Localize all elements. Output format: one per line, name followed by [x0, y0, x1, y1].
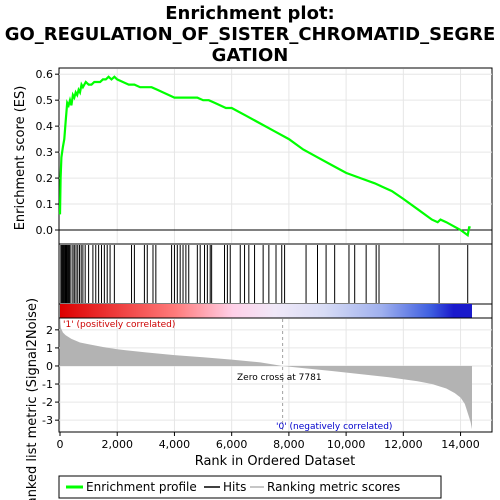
metric-y-tick-label: -1 [42, 378, 53, 391]
legend-label-enrichment: Enrichment profile [86, 480, 197, 494]
metric-y-axis-label: Ranked list metric (Signal2Noise) [25, 298, 40, 500]
metric-panel: -3 -2 -1 0 1 2 0 2,000 4,000 6,000 8,000 10,000 12,… [42, 318, 492, 451]
es-y-tick-label: 0.2 [36, 172, 54, 185]
metric-x-tick-label: 2,000 [101, 438, 133, 451]
legend-label-ranking: Ranking metric scores [267, 480, 400, 494]
metric-x-tick-label: 14,000 [441, 438, 480, 451]
es-y-axis-label: Enrichment score (ES) [13, 86, 28, 231]
metric-x-tick-label: 4,000 [159, 438, 191, 451]
rank-colorbar [59, 304, 492, 318]
colorbar-fill [60, 304, 472, 318]
metric-y-tick-label: 0 [46, 360, 53, 373]
es-panel: 0.0 0.1 0.2 0.3 0.4 0.5 0.6 [36, 68, 493, 244]
metric-y-tick-label: -2 [42, 396, 53, 409]
es-y-tick-label: 0.3 [36, 146, 54, 159]
metric-y-ticks: -3 -2 -1 0 1 2 [42, 324, 59, 427]
legend: Enrichment profile Hits Ranking metric s… [59, 476, 441, 498]
positive-correlation-label: '1' (positively correlated) [63, 320, 175, 330]
metric-x-tick-label: 10,000 [327, 438, 366, 451]
es-y-ticks: 0.0 0.1 0.2 0.3 0.4 0.5 0.6 [36, 68, 60, 237]
metric-y-tick-label: 1 [46, 342, 53, 355]
es-y-tick-label: 0.6 [36, 68, 54, 81]
chart-title-line-3: GATION [212, 45, 289, 66]
metric-x-tick-label: 8,000 [273, 438, 305, 451]
legend-label-hits: Hits [223, 480, 246, 494]
es-panel-frame [59, 68, 492, 244]
x-axis-label: Rank in Ordered Dataset [195, 454, 356, 469]
negative-correlation-label: '0' (negatively correlated) [276, 422, 392, 432]
hits-panel-frame [59, 244, 492, 304]
chart-title-line-2: GO_REGULATION_OF_SISTER_CHROMATID_SEGRE [5, 24, 496, 45]
metric-x-tick-label: 12,000 [384, 438, 423, 451]
es-y-tick-label: 0.0 [36, 224, 54, 237]
metric-y-tick-label: -3 [42, 414, 53, 427]
es-y-tick-label: 0.5 [36, 94, 54, 107]
metric-x-tick-label: 0 [57, 438, 64, 451]
chart-title-line-1: Enrichment plot: [165, 3, 335, 24]
metric-x-ticks: 0 2,000 4,000 6,000 8,000 10,000 12,000 14,000 [57, 432, 480, 451]
es-y-tick-label: 0.1 [36, 198, 54, 211]
metric-y-tick-label: 2 [46, 324, 53, 337]
metric-x-tick-label: 6,000 [216, 438, 248, 451]
hits-panel [59, 244, 492, 304]
zero-cross-label: Zero cross at 7781 [237, 373, 322, 383]
es-y-tick-label: 0.4 [36, 120, 54, 133]
